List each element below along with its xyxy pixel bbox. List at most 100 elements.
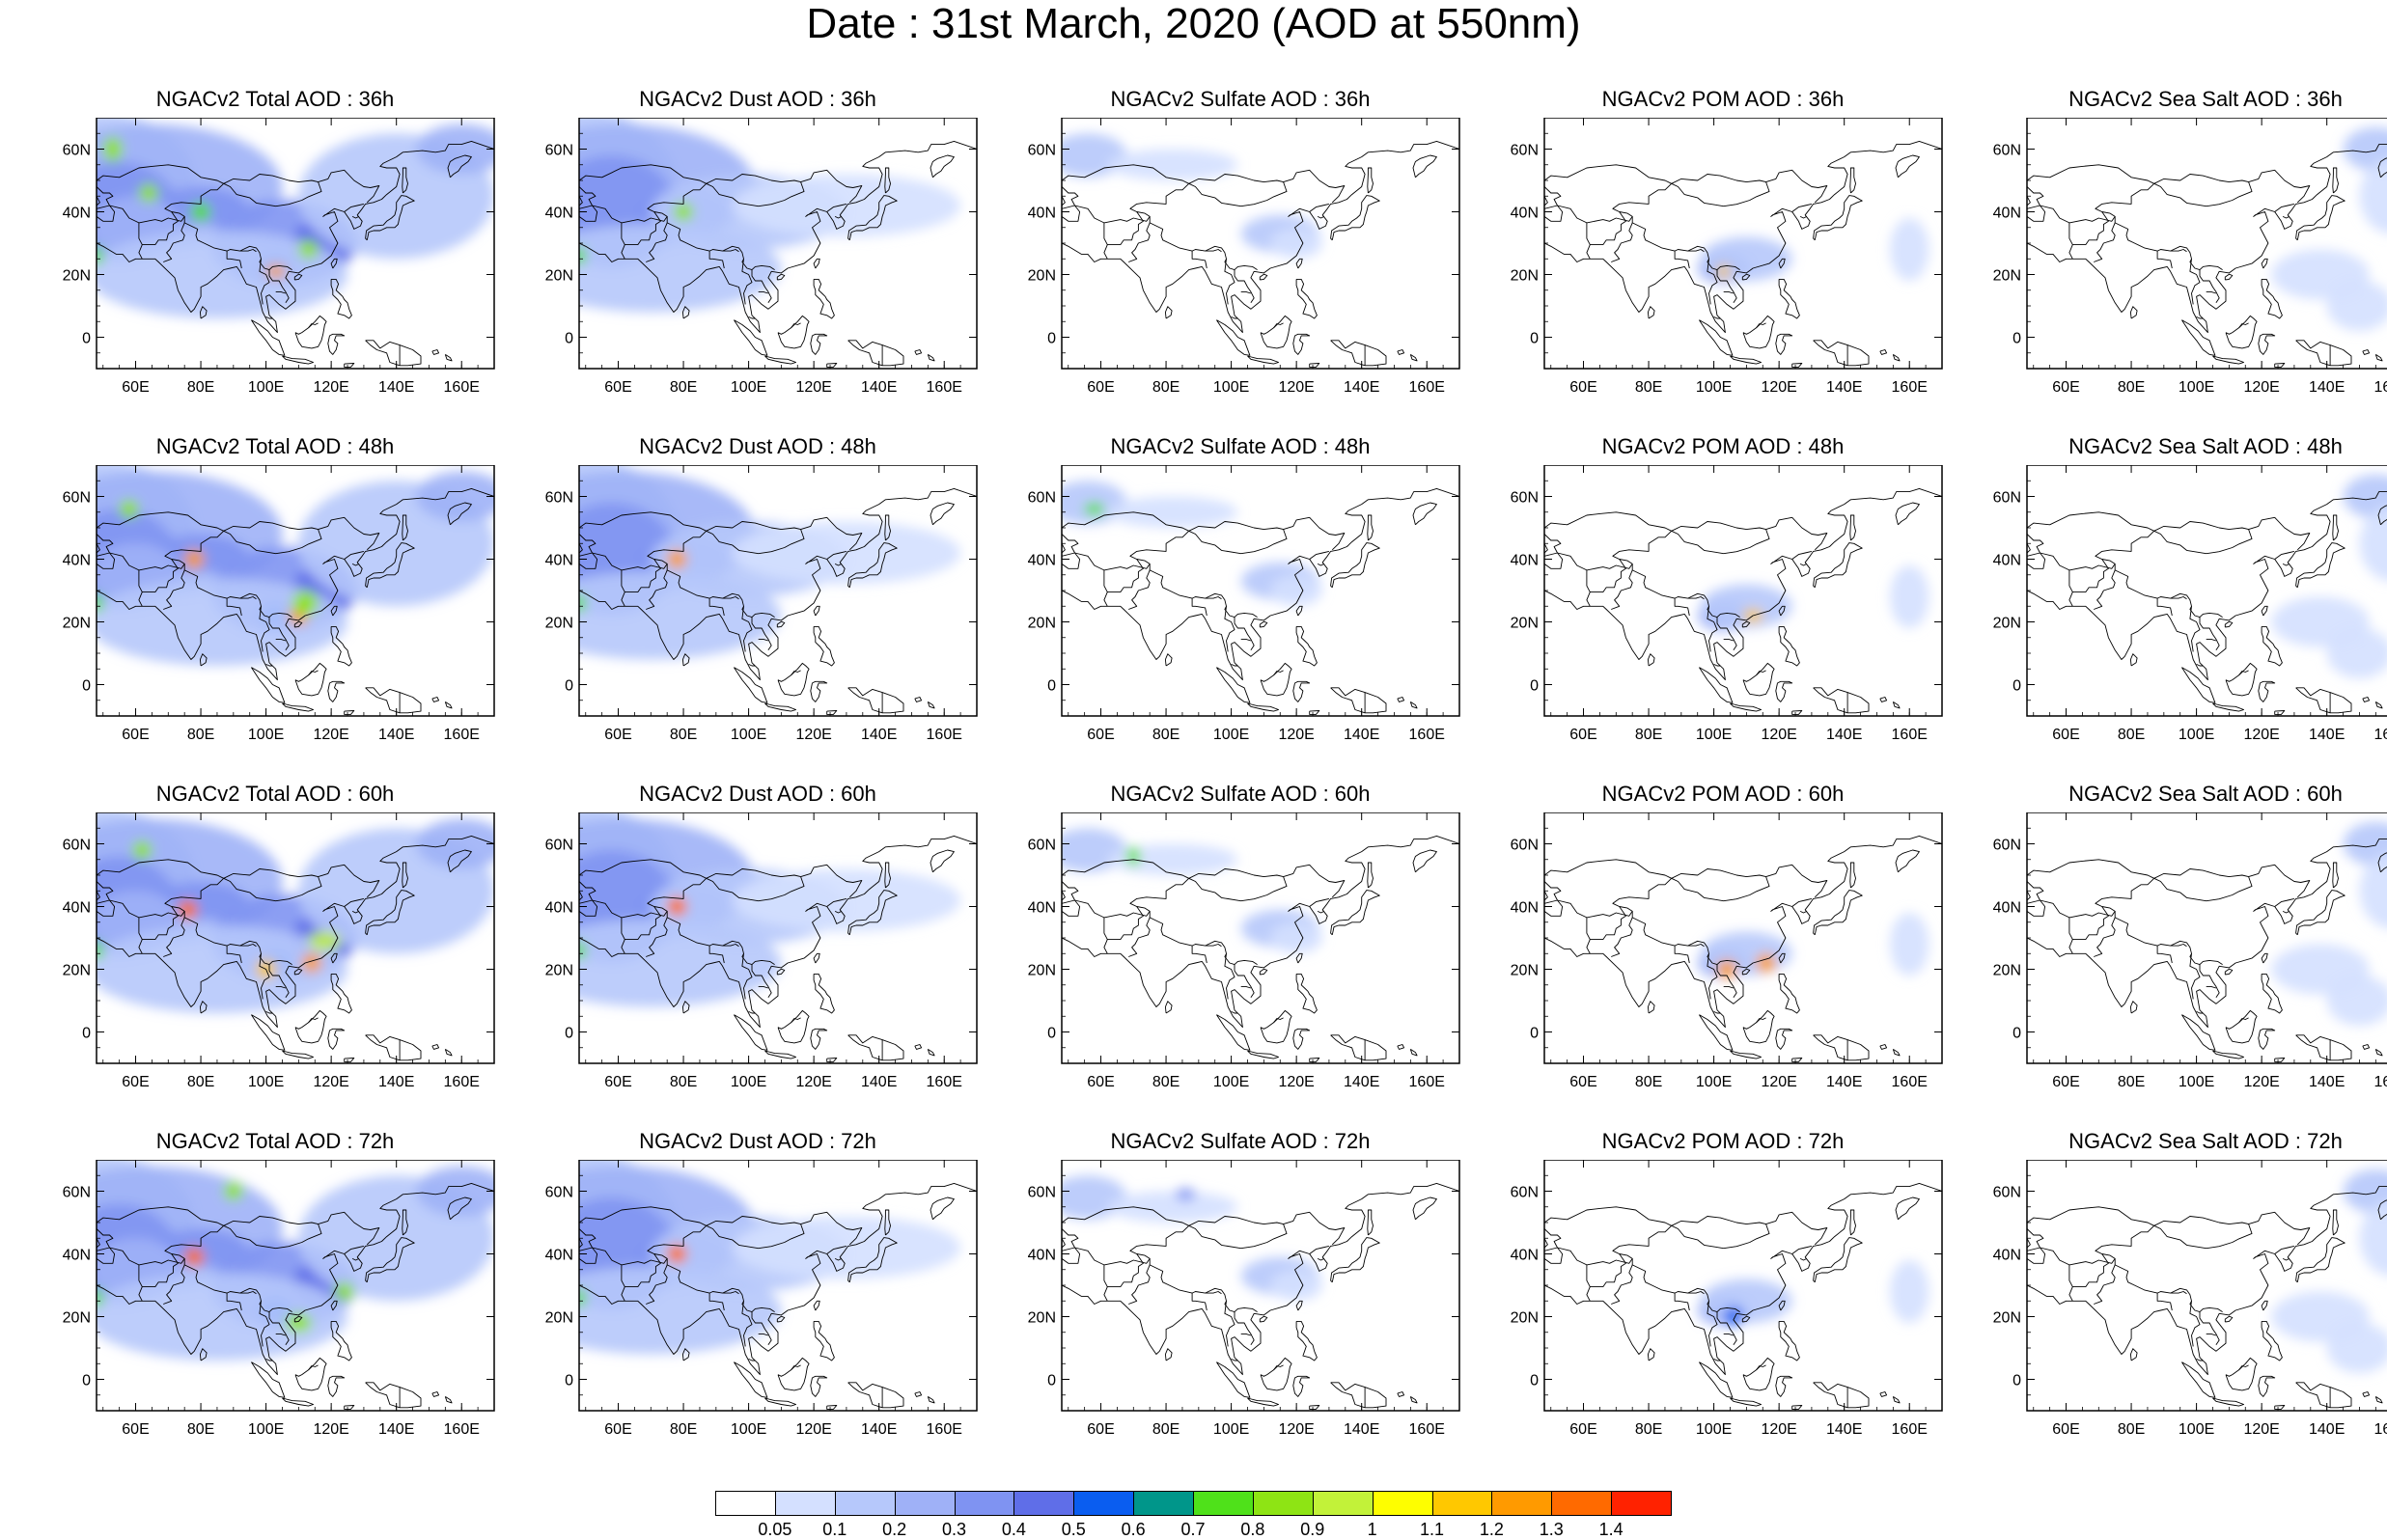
lat-tick-label: 60N bbox=[1993, 1185, 2021, 1201]
aod-region bbox=[1889, 565, 1929, 628]
aod-hotspot bbox=[579, 1288, 586, 1307]
colorbar-swatch bbox=[954, 1491, 1015, 1516]
aod-region bbox=[732, 174, 961, 237]
lat-tick-label: 20N bbox=[63, 268, 91, 285]
aod-hotspot bbox=[291, 591, 319, 616]
lon-tick-label: 100E bbox=[1696, 1074, 1732, 1090]
lat-tick-label: 20N bbox=[63, 1310, 91, 1327]
aod-hotspot bbox=[1716, 959, 1737, 979]
colorbar-swatch bbox=[774, 1491, 836, 1516]
lat-tick-label: 60N bbox=[63, 1185, 91, 1201]
coastlines bbox=[97, 487, 494, 715]
lon-tick-label: 120E bbox=[2243, 379, 2279, 396]
aod-region bbox=[1270, 574, 1323, 607]
aod-hotspot bbox=[1716, 264, 1731, 278]
aod-region bbox=[579, 224, 782, 313]
aod-region bbox=[1107, 149, 1238, 180]
lat-tick-label: 0 bbox=[565, 1373, 573, 1389]
coastlines bbox=[1062, 1182, 1459, 1410]
aod-map: 60N 40N 20N 0 60E 80E 100E 120E 140E 160E bbox=[1028, 1160, 1460, 1438]
lon-tick-label: 60E bbox=[122, 1421, 149, 1438]
lon-tick-label: 100E bbox=[2179, 379, 2214, 396]
lon-tick-label: 160E bbox=[927, 1421, 962, 1438]
panel-title: NGACv2 POM AOD : 48h bbox=[1601, 434, 1845, 458]
aod-region bbox=[415, 124, 494, 175]
lon-tick-label: 60E bbox=[604, 1421, 631, 1438]
aod-hotspot bbox=[132, 840, 153, 860]
lat-tick-label: 40N bbox=[1511, 900, 1539, 917]
lon-tick-label: 80E bbox=[1152, 1421, 1180, 1438]
lat-tick-label: 0 bbox=[2012, 331, 2021, 347]
lon-tick-label: 100E bbox=[731, 379, 766, 396]
lon-tick-label: 100E bbox=[2179, 1074, 2214, 1090]
map-panel-pom-4: NGACv2 POM AOD : 72h 60N 40N 20N 0 60E 80E 100E… bbox=[1496, 1129, 1950, 1447]
lat-tick-label: 20N bbox=[1993, 268, 2021, 285]
lon-tick-label: 60E bbox=[1569, 379, 1596, 396]
panel-title: NGACv2 Dust AOD : 72h bbox=[639, 1129, 876, 1153]
panel-title: NGACv2 Sea Salt AOD : 36h bbox=[2068, 87, 2343, 111]
aod-region bbox=[97, 231, 347, 318]
lon-tick-label: 80E bbox=[1152, 727, 1180, 743]
aod-hotspot bbox=[184, 1248, 205, 1267]
lon-tick-label: 140E bbox=[861, 379, 897, 396]
aod-map: 60N 40N 20N 0 60E 80E 100E 120E 140E 160E bbox=[545, 1160, 978, 1438]
colorbar-label: 1 bbox=[1367, 1520, 1377, 1539]
panel-title: NGACv2 Sulfate AOD : 72h bbox=[1110, 1129, 1371, 1153]
lat-tick-label: 20N bbox=[63, 963, 91, 979]
aod-region bbox=[97, 1273, 347, 1361]
aod-hotspot bbox=[1126, 846, 1141, 866]
lon-tick-label: 80E bbox=[1152, 379, 1180, 396]
lon-tick-label: 80E bbox=[2118, 1074, 2145, 1090]
lat-tick-label: 20N bbox=[545, 616, 573, 632]
lon-tick-label: 140E bbox=[378, 1074, 414, 1090]
colorbar-swatch bbox=[894, 1491, 956, 1516]
lon-tick-label: 120E bbox=[313, 379, 348, 396]
lon-tick-label: 140E bbox=[1826, 1421, 1862, 1438]
lat-tick-label: 40N bbox=[63, 206, 91, 222]
aod-hotspot bbox=[119, 499, 139, 519]
aod-field bbox=[97, 1160, 494, 1411]
lon-tick-label: 80E bbox=[187, 1074, 214, 1090]
colorbar-label: 1.3 bbox=[1539, 1520, 1564, 1539]
lat-tick-label: 0 bbox=[82, 331, 91, 347]
lat-tick-label: 20N bbox=[1993, 616, 2021, 632]
lon-tick-label: 100E bbox=[1213, 1074, 1249, 1090]
aod-region bbox=[1701, 1279, 1792, 1323]
lon-tick-label: 80E bbox=[187, 727, 214, 743]
aod-hotspot bbox=[301, 953, 322, 973]
colorbar-label: 0.7 bbox=[1180, 1520, 1206, 1539]
lon-tick-label: 140E bbox=[2309, 1074, 2345, 1090]
colorbar-label: 1.4 bbox=[1598, 1520, 1624, 1539]
colorbar-label: 0.2 bbox=[882, 1520, 907, 1539]
lon-tick-label: 160E bbox=[2374, 1421, 2387, 1438]
lon-tick-label: 120E bbox=[795, 379, 831, 396]
lon-tick-label: 160E bbox=[444, 727, 480, 743]
lat-tick-label: 60N bbox=[63, 490, 91, 507]
map-panel-sulfate-2: NGACv2 Sulfate AOD : 48h 60N 40N 20N 0 60E 80E… bbox=[1013, 434, 1467, 753]
colorbar-label: 0.05 bbox=[758, 1520, 792, 1539]
aod-hotspot bbox=[184, 549, 205, 569]
coastlines bbox=[2027, 144, 2387, 368]
lon-tick-label: 100E bbox=[248, 1074, 284, 1090]
aod-hotspot bbox=[673, 202, 694, 222]
colorbar: 0.05 0.1 0.2 0.3 0.4 0.5 0.6 0.7 0.8 0.9 1 1.1 1.2 1.… bbox=[715, 1491, 1672, 1540]
aod-hotspot bbox=[579, 593, 586, 613]
lon-tick-label: 140E bbox=[378, 727, 414, 743]
aod-field bbox=[1062, 1160, 1459, 1411]
aod-region bbox=[154, 881, 247, 920]
aod-region bbox=[1889, 913, 1929, 976]
panel-title: NGACv2 POM AOD : 36h bbox=[1601, 87, 1845, 111]
panel-title: NGACv2 Sulfate AOD : 36h bbox=[1110, 87, 1371, 111]
aod-region bbox=[2359, 853, 2387, 928]
aod-map: 60N 40N 20N 0 60E 80E 100E 120E 140E 160E bbox=[63, 465, 495, 743]
aod-hotspot bbox=[298, 239, 319, 260]
coastlines bbox=[1062, 487, 1459, 715]
aod-field bbox=[97, 118, 494, 369]
lon-tick-label: 140E bbox=[1344, 1421, 1379, 1438]
aod-region bbox=[97, 925, 347, 1013]
aod-region bbox=[2271, 249, 2370, 300]
panel-title: NGACv2 Dust AOD : 48h bbox=[639, 434, 876, 458]
lon-tick-label: 80E bbox=[2118, 727, 2145, 743]
lon-tick-label: 60E bbox=[1569, 727, 1596, 743]
lon-tick-label: 60E bbox=[1087, 1074, 1114, 1090]
